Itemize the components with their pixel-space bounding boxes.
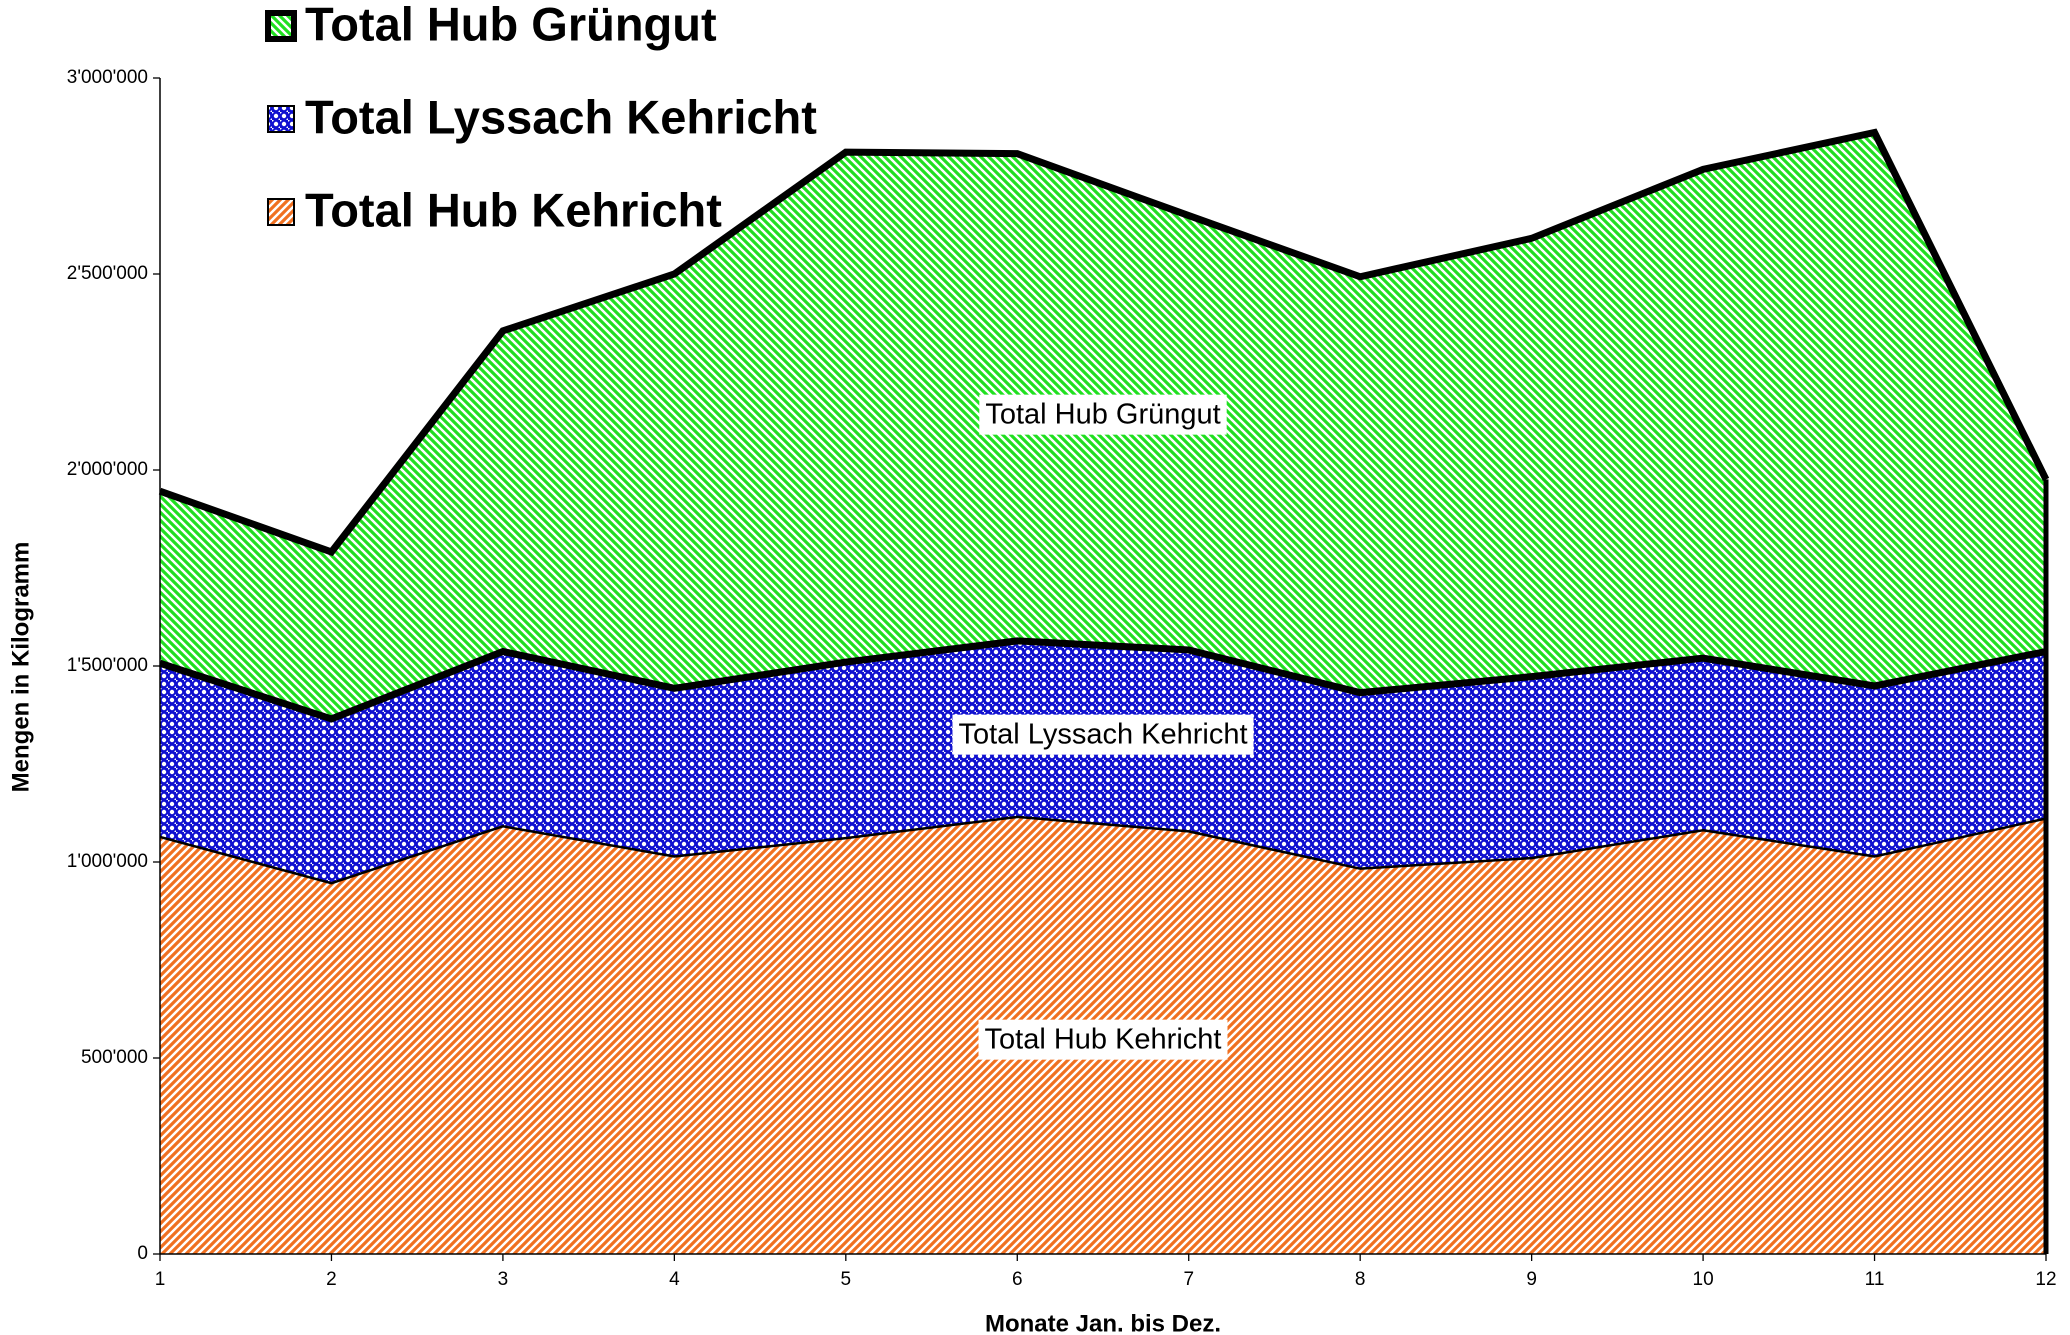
x-tick-label: 7 <box>1183 1269 1194 1290</box>
legend-label: Total Hub Kehricht <box>305 183 722 236</box>
x-tick-label: 2 <box>326 1269 337 1290</box>
area <box>160 640 2046 884</box>
x-tick-label: 6 <box>1012 1269 1023 1290</box>
area-edge <box>158 128 2050 557</box>
legend-label: Total Hub Grüngut <box>305 0 717 50</box>
x-tick-label: 5 <box>841 1269 852 1290</box>
legend-swatch <box>267 198 295 226</box>
y-tick-label: 1'000'000 <box>67 851 148 872</box>
area-label: Total Hub Kehricht <box>985 1024 1222 1056</box>
y-tick-label: 2'000'000 <box>67 459 148 480</box>
y-axis-title: Mengen in Kilogramm <box>7 542 34 793</box>
x-tick-label: 3 <box>498 1269 509 1290</box>
label-bg <box>952 714 1254 755</box>
area-edge <box>158 637 2047 723</box>
label-bg <box>978 1019 1228 1060</box>
area-edge <box>159 815 2047 885</box>
label-bg <box>979 394 1227 435</box>
area-label: Total Hub Grüngut <box>985 399 1220 431</box>
x-tick-label: 10 <box>1693 1269 1714 1290</box>
x-tick-label: 11 <box>1865 1269 1885 1290</box>
legend-swatch <box>265 10 297 42</box>
x-tick-label: 4 <box>669 1269 680 1290</box>
y-tick-label: 500'000 <box>81 1047 148 1068</box>
y-tick-label: 3'000'000 <box>67 67 148 88</box>
x-tick-label: 9 <box>1526 1269 1537 1290</box>
x-axis-title: Monate Jan. bis Dez. <box>985 1310 1221 1335</box>
x-tick-label: 1 <box>155 1269 166 1290</box>
legend-swatch <box>267 105 295 133</box>
x-tick-label: 12 <box>2035 1269 2056 1290</box>
legend-label: Total Lyssach Kehricht <box>305 90 817 143</box>
y-tick-label: 0 <box>137 1243 148 1264</box>
x-tick-label: 8 <box>1355 1269 1366 1290</box>
area-label: Total Lyssach Kehricht <box>958 719 1247 751</box>
y-tick-label: 1'500'000 <box>67 655 148 676</box>
y-tick-label: 2'500'000 <box>67 263 148 284</box>
